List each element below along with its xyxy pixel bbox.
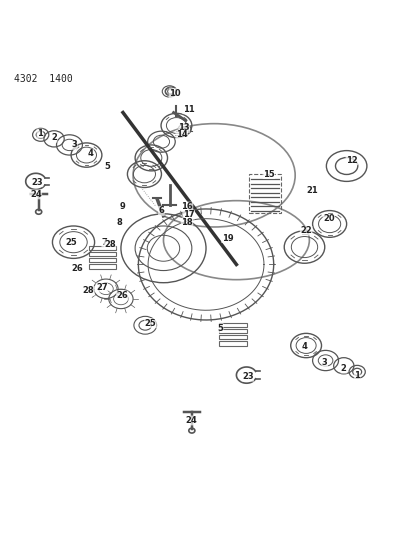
Bar: [220, 329, 247, 333]
Bar: [220, 323, 247, 327]
Bar: [89, 252, 116, 256]
Text: 23: 23: [242, 372, 254, 381]
Text: 24: 24: [30, 190, 42, 199]
Text: 28: 28: [104, 240, 116, 249]
Text: 5: 5: [217, 324, 223, 333]
Text: 22: 22: [300, 227, 312, 236]
Text: 6: 6: [159, 206, 164, 215]
Bar: [89, 259, 116, 262]
Text: 10: 10: [169, 88, 181, 98]
Text: 14: 14: [176, 130, 188, 139]
Bar: [89, 246, 116, 251]
Text: 13: 13: [178, 124, 190, 132]
Text: 18: 18: [181, 218, 193, 227]
Text: 27: 27: [96, 283, 108, 292]
Bar: [220, 335, 247, 340]
Bar: [89, 264, 116, 269]
Text: 4302  1400: 4302 1400: [13, 74, 72, 84]
Text: 11: 11: [183, 105, 195, 114]
Text: 2: 2: [51, 133, 57, 142]
Text: 23: 23: [31, 177, 43, 187]
Text: 4: 4: [302, 342, 308, 351]
Text: 2: 2: [341, 364, 347, 373]
Bar: [220, 342, 247, 345]
Text: 3: 3: [322, 359, 328, 367]
Text: 3: 3: [71, 140, 77, 149]
Text: 7: 7: [102, 238, 108, 247]
Text: 20: 20: [323, 214, 335, 223]
Text: 15: 15: [263, 169, 275, 179]
Text: 25: 25: [65, 238, 77, 247]
Text: 28: 28: [83, 286, 94, 295]
Text: 1: 1: [354, 372, 360, 381]
Text: 19: 19: [222, 233, 233, 243]
Text: 21: 21: [307, 186, 319, 195]
Text: 1: 1: [37, 129, 43, 138]
Bar: [248, 174, 281, 213]
Text: 26: 26: [116, 291, 128, 300]
Text: 24: 24: [185, 416, 197, 425]
Text: 12: 12: [346, 156, 358, 165]
Text: 4: 4: [88, 149, 93, 158]
Text: 17: 17: [183, 210, 195, 219]
Text: 16: 16: [181, 202, 193, 211]
Text: 9: 9: [119, 202, 125, 211]
Text: 5: 5: [104, 161, 111, 171]
Text: 25: 25: [144, 319, 156, 328]
Text: 26: 26: [72, 264, 84, 273]
Text: 8: 8: [116, 218, 122, 227]
